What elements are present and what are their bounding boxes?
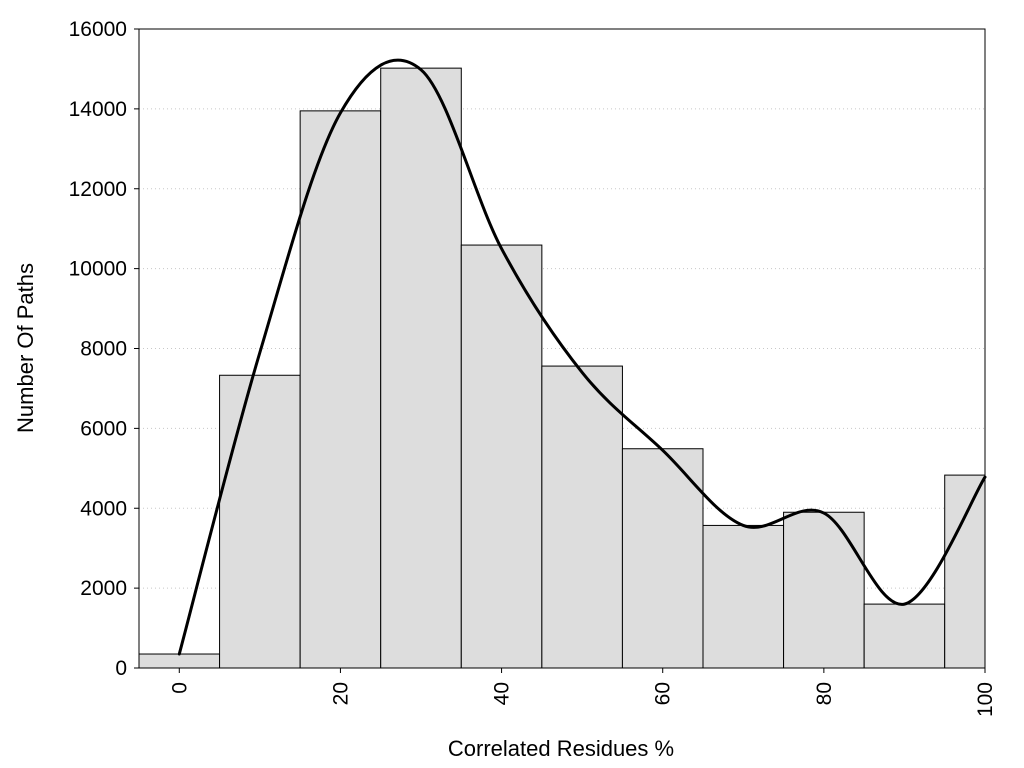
x-tick-label: 80 xyxy=(813,682,836,705)
histogram-bar xyxy=(219,374,301,669)
histogram-bar xyxy=(783,511,865,669)
y-axis-ticks: 0 2000 4000 6000 8000 10000 12000 14000 16000 xyxy=(69,18,139,680)
x-tick-label: 0 xyxy=(168,682,191,694)
y-axis-title: Number Of Paths xyxy=(13,263,38,433)
histogram-bar xyxy=(863,603,946,669)
x-tick-label: 100 xyxy=(974,682,997,717)
histogram-bar xyxy=(541,365,623,669)
y-tick-label: 0 xyxy=(115,657,127,680)
histogram-bar xyxy=(702,524,785,669)
histogram-bar xyxy=(944,474,986,669)
x-axis-title: Correlated Residues % xyxy=(448,736,674,761)
histogram-bars xyxy=(138,67,986,669)
x-tick-label: 60 xyxy=(652,682,675,705)
histogram-bar xyxy=(138,653,221,669)
x-tick-label: 40 xyxy=(491,682,514,705)
smooth-line-layer xyxy=(177,58,987,656)
y-tick-label: 16000 xyxy=(69,18,127,41)
y-tick-label: 2000 xyxy=(80,577,127,600)
y-tick-label: 14000 xyxy=(69,98,127,121)
histogram-bar xyxy=(380,67,462,669)
smooth-curve-line xyxy=(177,58,987,656)
histogram-bar xyxy=(299,110,382,669)
histogram-bar xyxy=(460,244,543,669)
x-tick-label: 20 xyxy=(329,682,352,705)
x-axis-ticks: 0 20 40 60 80 100 xyxy=(168,668,997,717)
y-tick-label: 12000 xyxy=(69,178,127,201)
y-tick-label: 4000 xyxy=(80,497,127,520)
y-tick-label: 6000 xyxy=(80,417,127,440)
y-tick-label: 10000 xyxy=(69,258,127,281)
y-tick-label: 8000 xyxy=(80,338,127,361)
histogram-bar xyxy=(621,448,704,669)
